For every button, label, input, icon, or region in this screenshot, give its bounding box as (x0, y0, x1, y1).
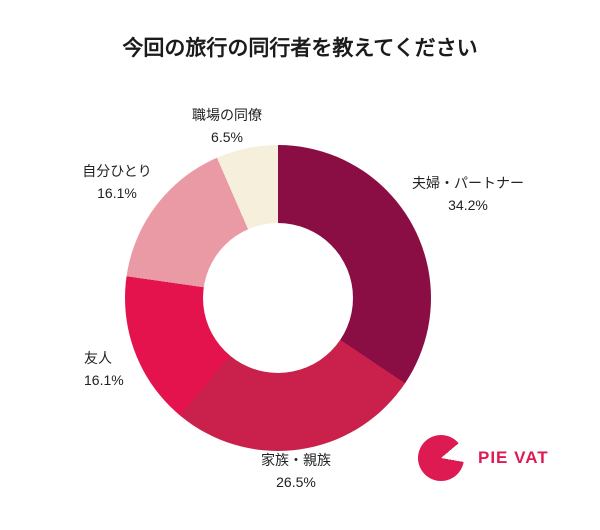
slice-label-spouse-partner: 夫婦・パートナー 34.2% (388, 172, 548, 216)
slice-percent: 6.5% (211, 129, 243, 145)
donut-hole (203, 223, 353, 373)
donut-chart (125, 145, 431, 451)
slice-percent: 16.1% (84, 372, 124, 388)
slice-label-text: 職場の同僚 (192, 107, 262, 123)
slice-label-friends: 友人 16.1% (84, 347, 194, 391)
slice-percent: 34.2% (448, 197, 488, 213)
slice-label-text: 友人 (84, 350, 112, 366)
page-title: 今回の旅行の同行者を教えてください (122, 37, 478, 60)
slice-label-text: 家族・親族 (261, 452, 331, 468)
slice-percent: 26.5% (276, 474, 316, 490)
logo-text: PIE VAT (478, 448, 549, 467)
pie-icon (418, 435, 464, 481)
slice-percent: 16.1% (97, 185, 137, 201)
slice-label-text: 自分ひとり (82, 163, 152, 179)
slice-label-family-relatives: 家族・親族 26.5% (216, 449, 376, 493)
logo: PIE VAT (418, 435, 549, 481)
slice-label-coworkers: 職場の同僚 6.5% (157, 104, 297, 148)
slice-label-text: 夫婦・パートナー (412, 175, 524, 191)
slice-label-alone: 自分ひとり 16.1% (47, 160, 187, 204)
